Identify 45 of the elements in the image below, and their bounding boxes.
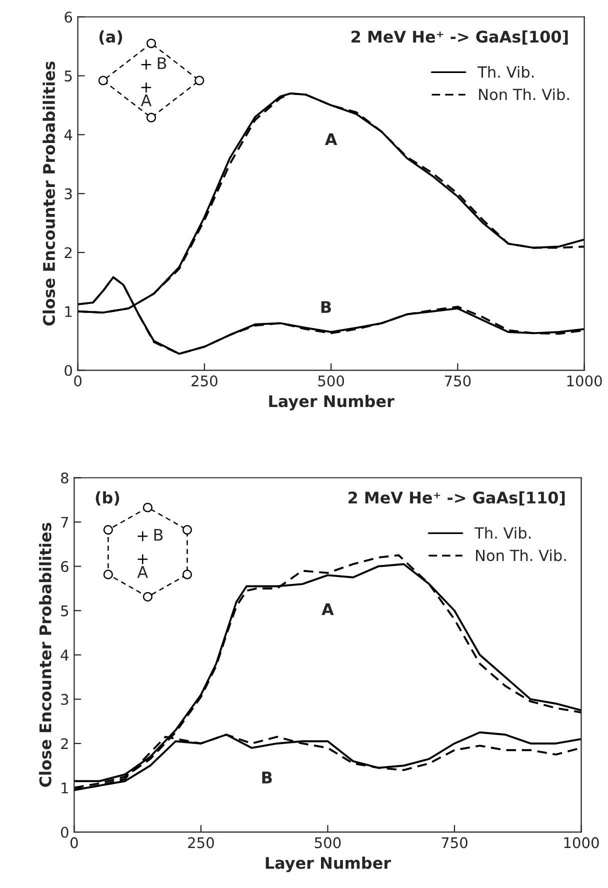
y-tick-label: 2 (61, 738, 68, 750)
legend-label: Th. Vib. (474, 526, 531, 539)
y-tick-label: 4 (60, 650, 68, 660)
annotation: A (324, 133, 338, 145)
text: 2 MeV He⁺ -> GaAs[110] (348, 491, 565, 506)
y-tick-label: 6 (61, 561, 68, 572)
y-tick-label: 1 (65, 306, 72, 317)
x-tick-label: 250 (188, 837, 214, 848)
x-tick-label: 750 (444, 375, 471, 386)
legend-label: Non Th. Vib. (479, 88, 569, 100)
annotation: (b) (96, 491, 120, 506)
y-tick-label: 2 (64, 247, 72, 258)
x-tick-label: 1000 (564, 837, 599, 848)
annotation: A (140, 94, 152, 106)
text: 2 MeV He⁺ -> GaAs[100] (352, 30, 568, 45)
annotation: B (321, 301, 331, 313)
y-tick-label: 3 (64, 188, 72, 200)
y-axis-title: Close Encounter Probabilities (39, 522, 52, 787)
x-tick-label: 750 (442, 837, 468, 848)
legend-label: Th. Vib. (478, 66, 534, 78)
x-tick-label: 500 (314, 837, 341, 848)
y-tick-label: 4 (64, 130, 72, 140)
y-tick-label: 5 (61, 606, 68, 616)
x-tick-label: 500 (318, 375, 344, 386)
legend-label: Non Th. Vib. (476, 549, 566, 562)
y-tick-label: 8 (61, 472, 68, 484)
annotation: A (322, 603, 334, 616)
x-axis-title: Layer Number (269, 394, 394, 410)
y-tick-label: 0 (61, 826, 68, 838)
y-tick-label: 6 (64, 12, 72, 23)
y-tick-label: 3 (61, 694, 68, 705)
x-tick-label: 1000 (567, 375, 602, 386)
annotation: B (158, 57, 166, 69)
y-tick-label: 1 (62, 782, 68, 794)
y-tick-label: 7 (61, 516, 68, 528)
annotation: (a) (99, 30, 122, 45)
annotation: B (262, 772, 272, 784)
annotation: A (137, 566, 148, 578)
x-tick-label: 250 (192, 375, 218, 386)
x-axis-title: Layer Number (266, 856, 391, 872)
annotation: B (154, 528, 163, 541)
y-tick-label: 0 (64, 365, 72, 376)
x-tick-label: 0 (74, 375, 82, 386)
y-axis-title: Close Encounter Probabilities (42, 62, 56, 326)
y-tick-label: 5 (64, 70, 72, 82)
